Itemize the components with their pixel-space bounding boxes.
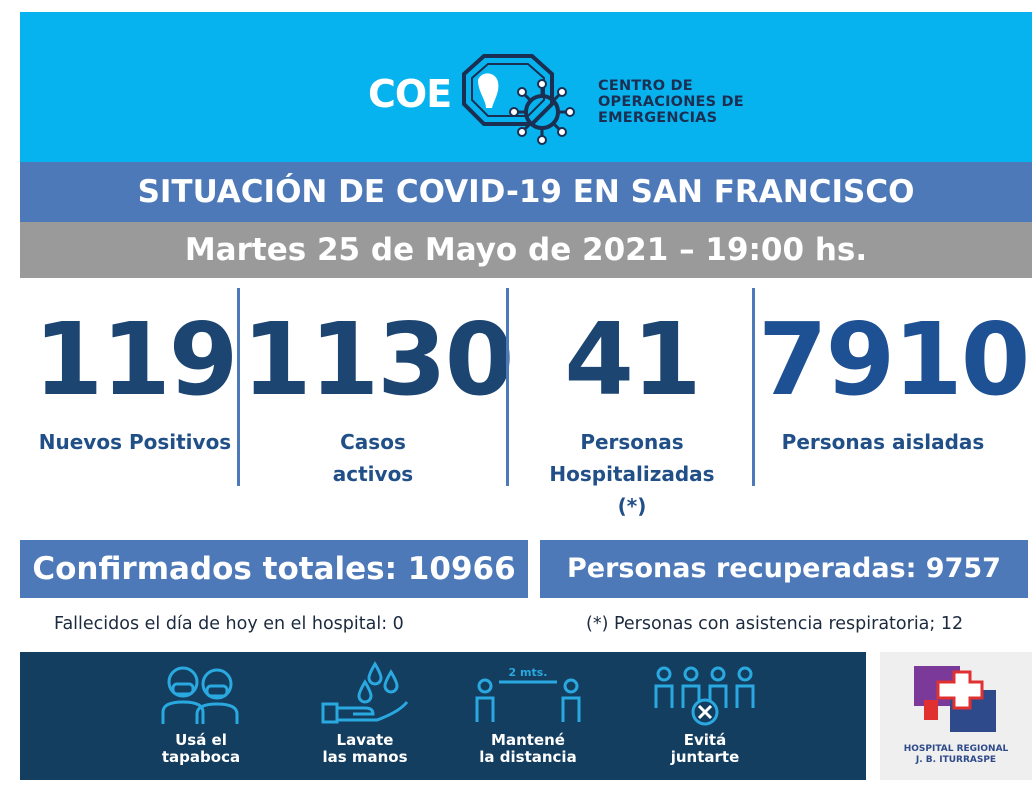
stat-label-line: Personas <box>580 430 684 454</box>
recovered-total-box: Personas recuperadas: 9757 <box>540 540 1028 598</box>
tip-label-line: la distancia <box>479 748 577 766</box>
stat-hospitalized: 41 Personas Hospitalizadas (*) <box>512 300 752 522</box>
tip-label-line: juntarte <box>670 748 740 766</box>
tip-label-line: Evitá <box>683 731 727 749</box>
tip-label-line: Mantené <box>491 731 565 749</box>
stat-label-line: Nuevos Positivos <box>38 430 232 454</box>
prevention-tips-banner: Usá el tapaboca Lavate las manos <box>20 652 866 780</box>
no-gathering-icon <box>654 666 755 726</box>
confirmed-total-box: Confirmados totales: 10966 <box>20 540 528 598</box>
stat-label: Personas aisladas <box>758 426 1008 458</box>
stat-label-line: Casos <box>340 430 406 454</box>
stat-label: Nuevos Positivos <box>30 426 240 458</box>
stat-value: 41 <box>564 301 701 418</box>
hospital-name: HOSPITAL REGIONAL J. B. ITURRASPE <box>880 744 1032 766</box>
tip-label: Usá el tapaboca <box>126 732 276 766</box>
stat-label-line: (*) <box>617 494 647 518</box>
stat-label: Casos activos <box>242 426 504 490</box>
hospital-name-line: HOSPITAL REGIONAL <box>903 744 1009 754</box>
tip-label: Lavate las manos <box>290 732 440 766</box>
distance-label: 2 mts. <box>508 666 548 679</box>
deaths-note: Fallecidos el día de hoy en el hospital:… <box>54 614 404 634</box>
stat-divider <box>752 288 755 486</box>
hospital-cross-icon <box>914 666 996 732</box>
coe-virus-shield-icon <box>462 54 575 145</box>
coe-name-line: OPERACIONES DE <box>598 94 744 110</box>
tip-hand-wash: Lavate las manos <box>290 652 440 780</box>
header-banner: COE CENTRO DE OPERACIONES DE EMERGENCIAS <box>20 12 1032 162</box>
stat-label-line: activos <box>332 462 414 486</box>
distance-icon <box>475 678 581 722</box>
report-date: Martes 25 de Mayo de 2021 – 19:00 hs. <box>20 222 1032 278</box>
tip-label-line: las manos <box>322 748 408 766</box>
tip-face-mask: Usá el tapaboca <box>126 652 276 780</box>
stat-label: Personas Hospitalizadas (*) <box>512 426 752 522</box>
stat-new-positive: 119 Nuevos Positivos <box>30 300 240 458</box>
tip-label-line: Lavate <box>336 731 394 749</box>
tip-label: Evitá juntarte <box>630 732 780 766</box>
stat-value: 7910 <box>758 301 1030 418</box>
coe-name-line: EMERGENCIAS <box>598 110 718 126</box>
coe-full-name: CENTRO DE OPERACIONES DE EMERGENCIAS <box>598 78 744 126</box>
stat-value: 119 <box>33 301 239 418</box>
tip-label-line: Usá el <box>175 731 227 749</box>
hospital-name-line: J. B. ITURRASPE <box>915 755 997 765</box>
coe-logo-text: COE <box>368 72 452 116</box>
stat-value: 1130 <box>242 301 514 418</box>
stat-isolated: 7910 Personas aisladas <box>758 300 1030 458</box>
stat-divider <box>237 288 240 486</box>
stat-active-cases: 1130 Casos activos <box>242 300 514 490</box>
respiratory-note: (*) Personas con asistencia respiratoria… <box>586 614 964 634</box>
hospital-logo: HOSPITAL REGIONAL J. B. ITURRASPE <box>880 652 1032 780</box>
face-mask-icon <box>161 666 239 724</box>
tip-distance: 2 mts. Mantené la distancia <box>453 652 603 780</box>
page-title: SITUACIÓN DE COVID-19 EN SAN FRANCISCO <box>20 162 1032 222</box>
hand-wash-icon <box>321 661 409 724</box>
stat-label-line: Personas aisladas <box>781 430 985 454</box>
stat-label-line: Hospitalizadas <box>549 462 715 486</box>
stat-divider <box>506 288 509 486</box>
tip-label: Mantené la distancia <box>453 732 603 766</box>
tip-label-line: tapaboca <box>161 748 241 766</box>
tip-no-gathering: Evitá juntarte <box>630 652 780 780</box>
coe-name-line: CENTRO DE <box>598 78 693 94</box>
